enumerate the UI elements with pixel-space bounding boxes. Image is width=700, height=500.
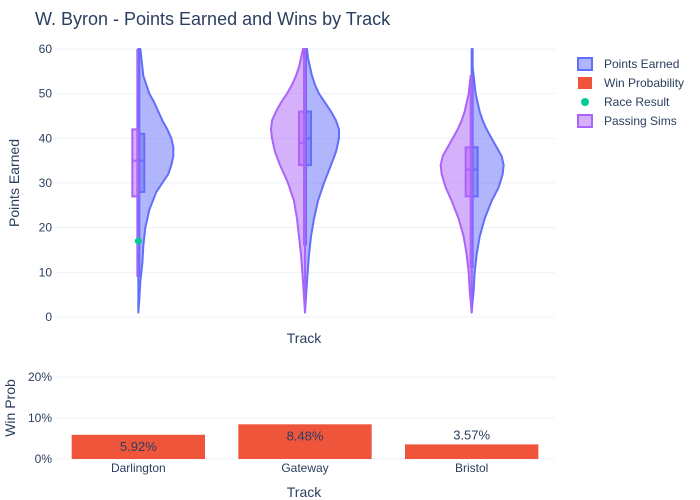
legend-label: Passing Sims xyxy=(604,114,677,128)
legend: Points Earned Win Probability Race Result P… xyxy=(577,57,684,128)
chart-title: W. Byron - Points Earned and Wins by Tra… xyxy=(35,9,391,29)
violin-right-darlington xyxy=(137,48,175,314)
bottom-x-tick-label: Gateway xyxy=(281,461,328,475)
top-y-tick-label: 60 xyxy=(39,42,53,56)
bar-label: 3.57% xyxy=(453,427,490,442)
top-x-axis-title: Track xyxy=(287,330,322,346)
top-y-tick-label: 50 xyxy=(39,87,53,101)
win-probability-bars: 5.92% 8.48% 3.57% xyxy=(71,424,539,459)
legend-label: Points Earned xyxy=(604,57,679,71)
violin-left-bristol xyxy=(439,74,473,314)
bottom-x-axis-title: Track xyxy=(287,484,322,500)
legend-item-passing-sims[interactable]: Passing Sims xyxy=(577,114,677,128)
bottom-x-tick-labels: Darlington Gateway Bristol xyxy=(111,461,488,475)
bottom-y-tick-labels: 0% 10% 20% xyxy=(28,370,52,466)
top-y-axis-title: Points Earned xyxy=(6,139,22,227)
bottom-y-tick-label: 0% xyxy=(35,452,53,466)
bottom-x-tick-label: Bristol xyxy=(455,461,488,475)
top-y-tick-label: 10 xyxy=(39,265,53,279)
bottom-x-tick-label: Darlington xyxy=(111,461,166,475)
top-y-tick-label: 20 xyxy=(39,221,53,235)
top-y-tick-label: 40 xyxy=(39,131,53,145)
bottom-y-axis-title: Win Prob xyxy=(2,379,18,437)
bar-darlington xyxy=(71,434,206,459)
bar-bristol xyxy=(405,444,539,459)
bar-label: 5.92% xyxy=(120,439,157,454)
legend-label: Race Result xyxy=(604,95,670,109)
violin-box xyxy=(131,128,140,198)
legend-swatch xyxy=(581,98,589,106)
legend-label: Win Probability xyxy=(604,76,684,90)
violin-box xyxy=(298,110,306,167)
violins xyxy=(131,48,505,314)
violin-box xyxy=(464,146,473,198)
bar-label: 8.48% xyxy=(287,428,324,443)
legend-swatch xyxy=(577,114,593,128)
legend-item-win-probability[interactable]: Win Probability xyxy=(578,76,684,90)
top-y-tick-label: 0 xyxy=(45,310,52,324)
race-result-point xyxy=(134,237,142,245)
legend-item-race-result[interactable]: Race Result xyxy=(581,95,670,109)
violin-right-bristol xyxy=(470,48,505,314)
legend-swatch xyxy=(577,57,593,71)
violin-left-gateway xyxy=(270,48,306,314)
bottom-y-tick-label: 10% xyxy=(28,411,52,425)
legend-swatch xyxy=(578,77,592,89)
top-y-tick-label: 30 xyxy=(39,176,53,190)
bottom-y-tick-label: 20% xyxy=(28,370,52,384)
violin-right-gateway xyxy=(304,48,340,314)
bar-gateway xyxy=(238,424,372,459)
legend-item-points-earned[interactable]: Points Earned xyxy=(577,57,679,71)
top-y-tick-labels: 0 10 20 30 40 50 60 xyxy=(39,42,53,324)
race-result-points xyxy=(134,237,142,245)
